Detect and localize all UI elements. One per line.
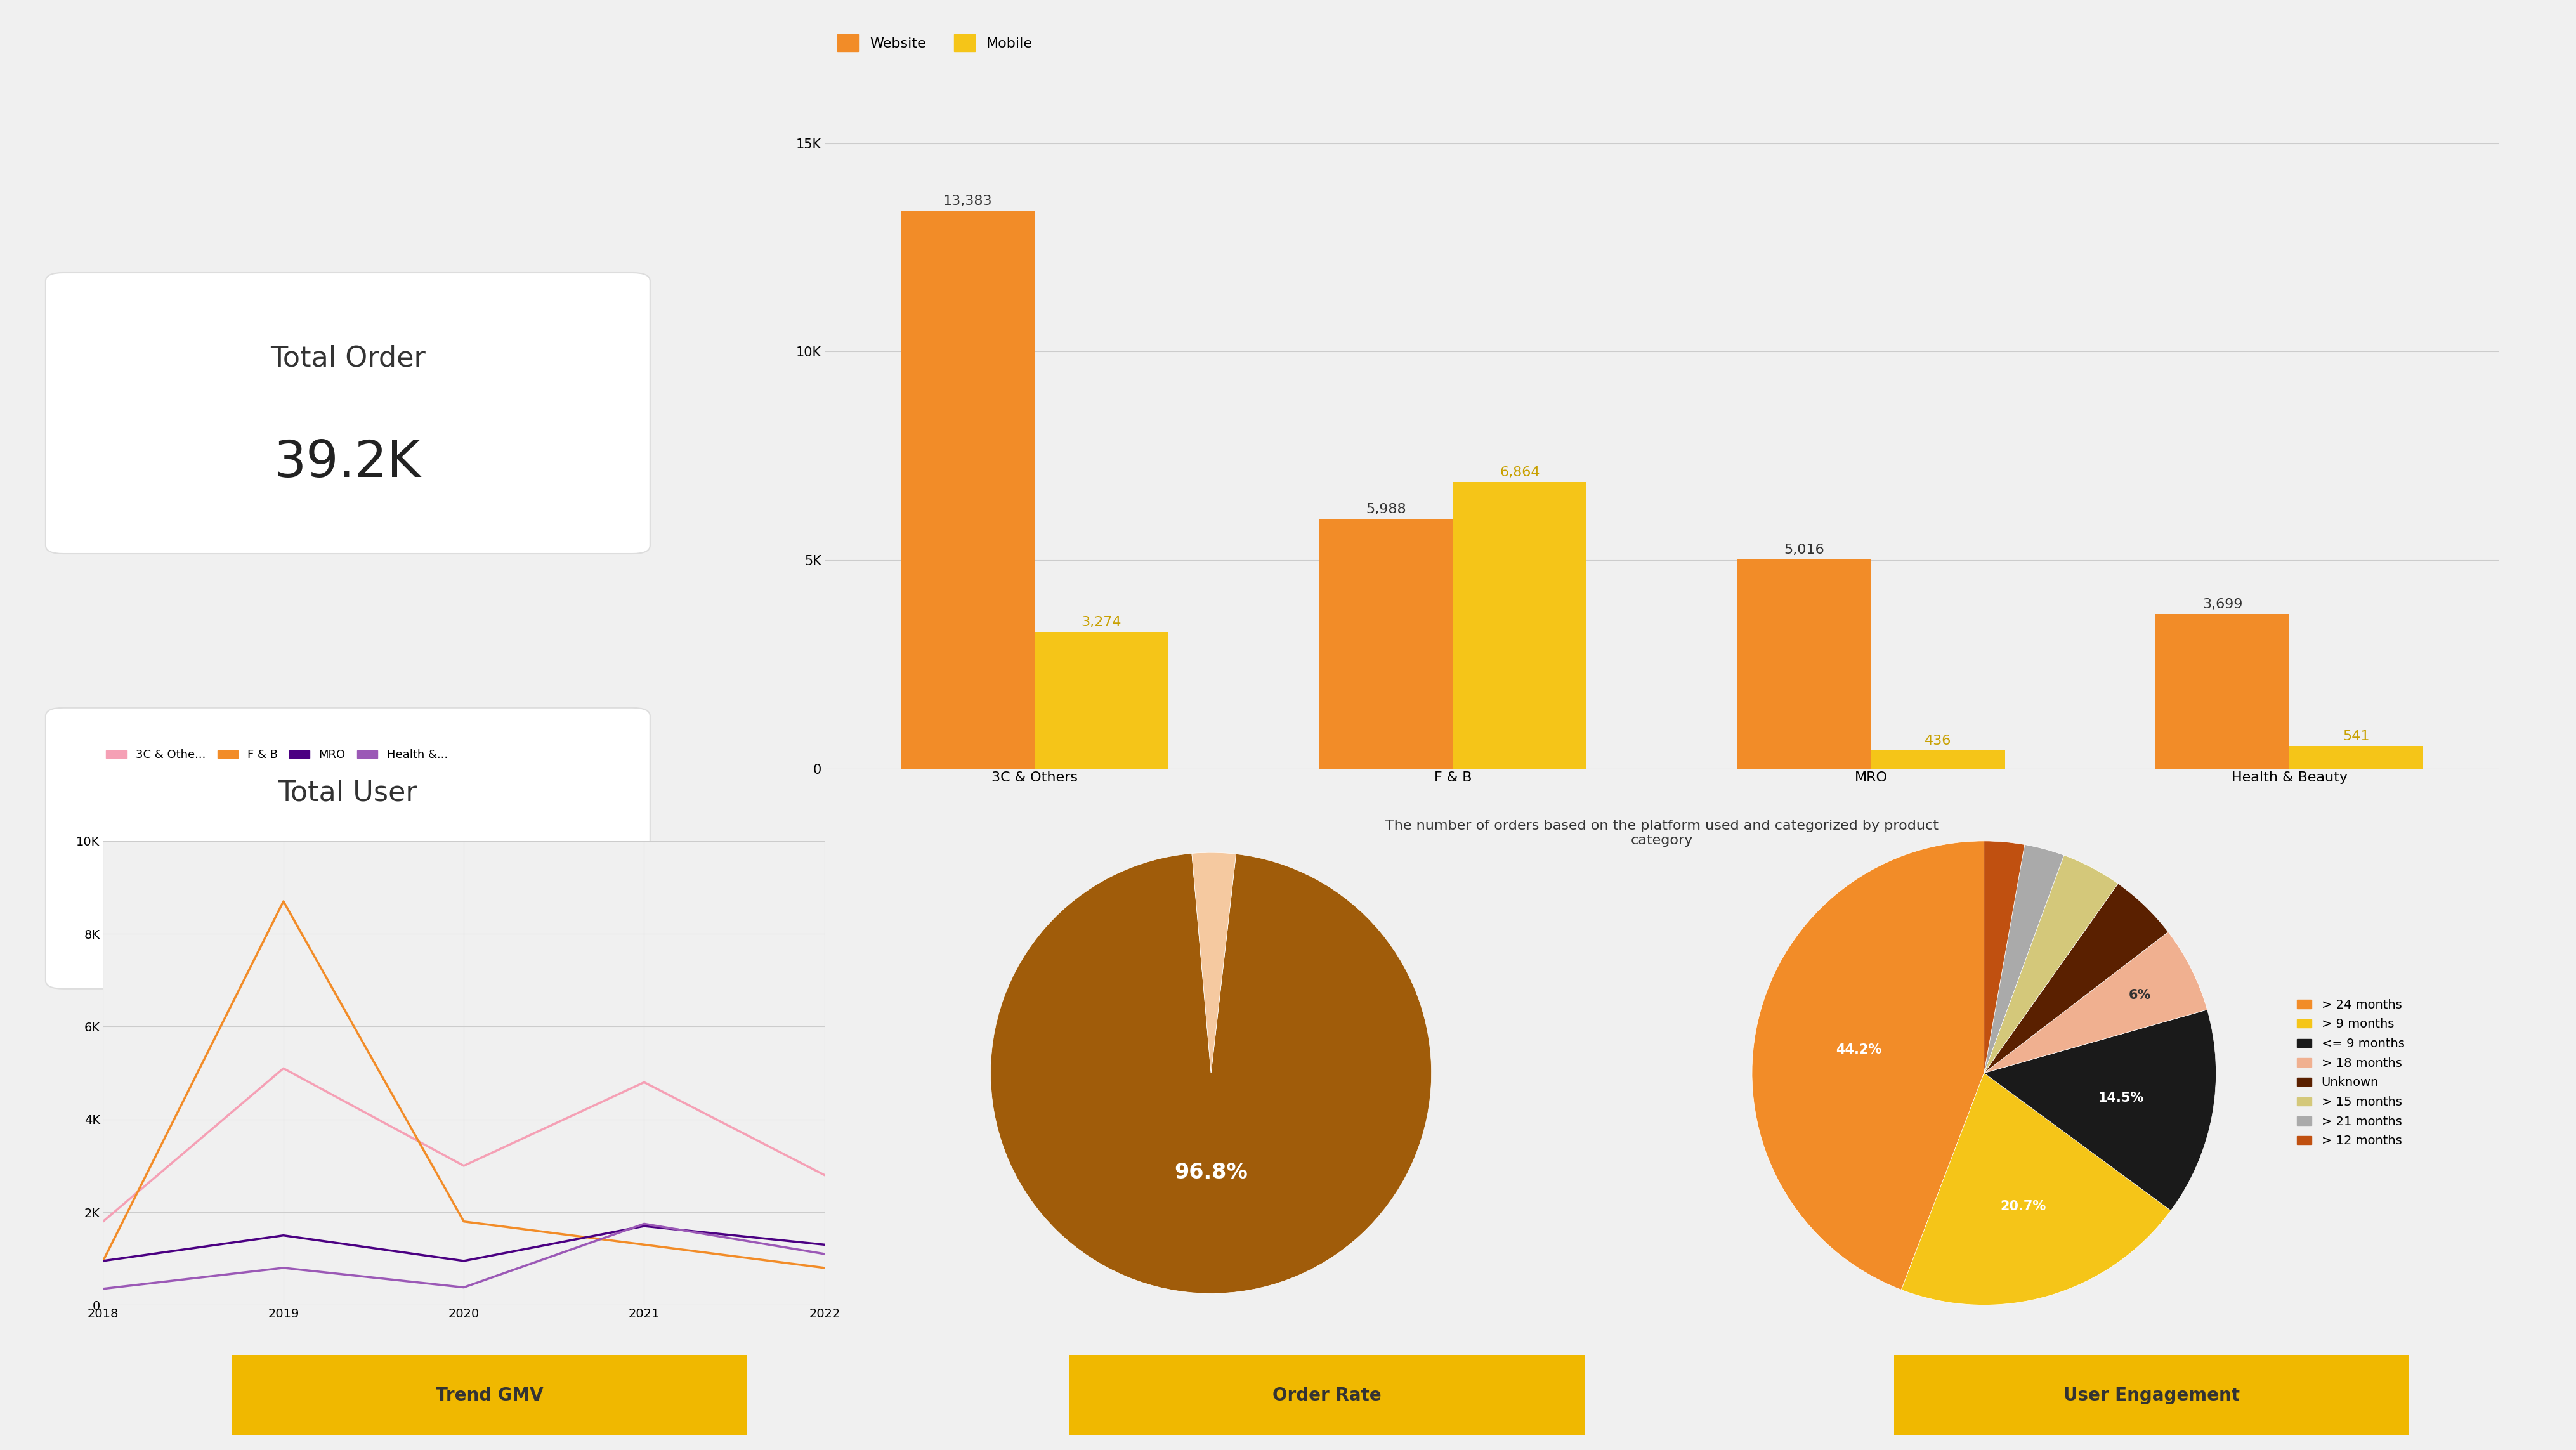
Bar — [1870, 750, 2004, 769]
Wedge shape — [1752, 841, 1984, 1289]
Text: The number of orders based on the platform used and categorized by product
categ: The number of orders based on the platfo… — [1386, 819, 1937, 847]
Bar — [1319, 519, 1453, 768]
Text: 6%: 6% — [2128, 989, 2151, 1002]
Text: 3,699: 3,699 — [2202, 599, 2241, 610]
FancyBboxPatch shape — [1043, 1351, 1610, 1440]
Legend: > 24 months, > 9 months, <= 9 months, > 18 months, Unknown, > 15 months, > 21 mo: > 24 months, > 9 months, <= 9 months, > … — [2290, 993, 2409, 1153]
Bar — [1033, 632, 1167, 769]
FancyBboxPatch shape — [46, 273, 649, 554]
Text: Order Rate: Order Rate — [1273, 1386, 1381, 1405]
Wedge shape — [1984, 1009, 2215, 1211]
Bar — [2156, 615, 2290, 769]
Wedge shape — [1984, 856, 2117, 1073]
Text: 96.8%: 96.8% — [1175, 1161, 1247, 1183]
Bar — [902, 210, 1033, 768]
FancyBboxPatch shape — [1868, 1351, 2434, 1440]
Text: Total Order: Total Order — [270, 345, 425, 371]
Text: 44.2%: 44.2% — [1834, 1044, 1880, 1056]
Text: 6,864: 6,864 — [1499, 467, 1540, 478]
Text: User Engagement: User Engagement — [2063, 1386, 2239, 1405]
Text: 541: 541 — [2342, 729, 2370, 742]
Text: Total User: Total User — [278, 780, 417, 806]
Text: 5,016: 5,016 — [1783, 544, 1824, 555]
FancyBboxPatch shape — [206, 1351, 773, 1440]
Bar — [1453, 483, 1587, 769]
Text: 20.7%: 20.7% — [1999, 1201, 2045, 1212]
Legend: 3C & Othe..., F & B, MRO, Health &...: 3C & Othe..., F & B, MRO, Health &... — [100, 745, 453, 766]
Text: 3,274: 3,274 — [1082, 616, 1121, 629]
Text: 436: 436 — [1924, 734, 1950, 747]
Wedge shape — [989, 854, 1432, 1293]
Text: 5,988: 5,988 — [1365, 503, 1406, 516]
Text: 14.5%: 14.5% — [2097, 1092, 2143, 1103]
Wedge shape — [1984, 844, 2063, 1073]
Wedge shape — [1984, 932, 2208, 1073]
Bar — [1736, 560, 1870, 769]
Legend: Website, Mobile: Website, Mobile — [832, 29, 1038, 57]
Wedge shape — [1193, 853, 1236, 1073]
Text: 13,383: 13,383 — [943, 194, 992, 207]
Text: 39.2K: 39.2K — [273, 438, 422, 487]
Text: 19.7K: 19.7K — [273, 873, 422, 922]
Text: Trend GMV: Trend GMV — [435, 1386, 544, 1405]
Wedge shape — [1984, 883, 2166, 1073]
Legend: non refund, refund: non refund, refund — [1100, 1401, 1321, 1424]
FancyBboxPatch shape — [46, 708, 649, 989]
Wedge shape — [1901, 1073, 2172, 1305]
Bar — [2290, 745, 2421, 769]
Wedge shape — [1984, 841, 2025, 1073]
